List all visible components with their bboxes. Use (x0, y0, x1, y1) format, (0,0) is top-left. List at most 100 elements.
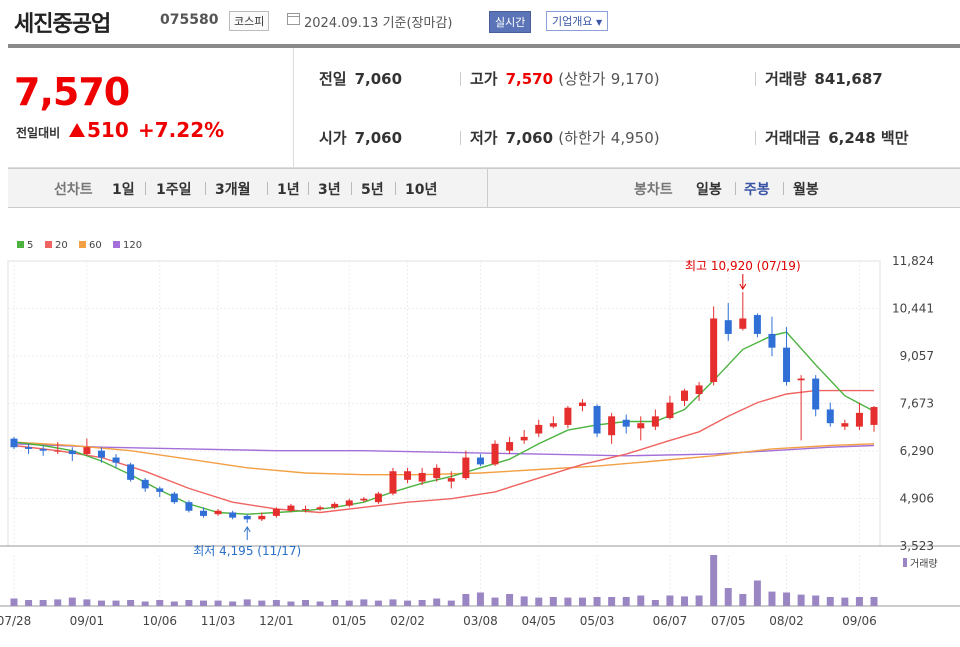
turnover-label: 거래대금 (765, 129, 821, 147)
volume-bar (637, 595, 645, 606)
volume-legend-swatch (903, 558, 907, 567)
tabs-divider (487, 169, 488, 207)
candle-chart-label: 봉차트 (634, 182, 673, 198)
calendar-icon (287, 13, 300, 25)
candle-body (39, 448, 47, 451)
candle-body (608, 416, 616, 436)
volume-bar (127, 600, 135, 606)
volume-bar (855, 597, 863, 606)
volume-bar (97, 600, 105, 606)
period-tab-3m[interactable]: 3개월 (215, 182, 251, 198)
candle-body (68, 450, 76, 455)
volume-bar (156, 600, 164, 606)
candle-tab-daily[interactable]: 일봉 (696, 182, 722, 198)
candle-body (272, 509, 280, 516)
volume-bar (564, 597, 572, 606)
volume-bar (185, 600, 193, 606)
volume-bar (812, 595, 820, 606)
candle-body (710, 318, 718, 382)
volume-bar (331, 600, 339, 606)
volume-bar (476, 592, 484, 606)
volume-bar (608, 597, 616, 606)
volume-bar (229, 601, 237, 606)
candle-body (156, 488, 164, 492)
candle-tab-monthly[interactable]: 월봉 (793, 182, 819, 198)
volume-bar (214, 600, 222, 606)
y-tick-label: 9,057 (900, 349, 934, 363)
volume-bar (243, 599, 251, 606)
candle-body (374, 493, 382, 503)
period-tab-5y[interactable]: 5년 (361, 182, 384, 198)
period-tab-10y[interactable]: 10년 (405, 182, 438, 198)
candle-body (199, 510, 207, 516)
period-tab-3y[interactable]: 3년 (318, 182, 341, 198)
volume-bar (666, 595, 674, 606)
candle-body (345, 500, 353, 506)
candle-body (637, 423, 645, 429)
candle-body (316, 507, 324, 510)
volume-bar (302, 600, 310, 606)
candle-body (826, 409, 834, 424)
volume-legend-label: 거래량 (910, 558, 938, 570)
volume-bar (83, 599, 91, 606)
lower-limit-label: (하한가 (558, 129, 606, 147)
volume-bar (578, 597, 586, 606)
candle-body (404, 471, 412, 480)
turnover: 거래대금 6,248 백만 (765, 127, 909, 148)
volume-bar (10, 598, 18, 606)
candle-body (768, 333, 776, 348)
low-arrow-head (243, 525, 251, 533)
separator (460, 72, 461, 86)
x-tick-label: 12/01 (259, 614, 294, 628)
volume-bar (25, 600, 33, 606)
candle-body (695, 385, 703, 395)
high-annotation: 최고 10,920 (07/19) (685, 259, 801, 273)
separator (783, 182, 784, 195)
prev-close-label: 전일 (319, 70, 347, 88)
line-chart-label: 선차트 (54, 182, 93, 198)
y-tick-label: 11,824 (892, 254, 934, 268)
volume-bar (506, 594, 514, 606)
chart-tabs: 선차트 1일 1주일 3개월 1년 3년 5년 10년 봉차트 일봉 주봉 월봉 (8, 168, 960, 208)
legend-label: 20 (55, 240, 68, 251)
upper-limit-label: (상한가 (558, 70, 606, 88)
volume-bar (695, 595, 703, 606)
lower-limit-value: 4,950) (610, 129, 660, 147)
separator (145, 182, 146, 195)
current-price-box: 7,570 전일대비 510 +7.22% (8, 48, 294, 168)
market-badge: 코스피 (229, 11, 270, 31)
volume-bar (258, 600, 266, 606)
candle-body (783, 347, 791, 382)
candle-body (564, 407, 572, 425)
volume-bars: 거래량 (10, 555, 938, 606)
period-tab-1d[interactable]: 1일 (112, 182, 135, 198)
candle-body (593, 406, 601, 434)
candle-body (666, 402, 674, 419)
y-tick-label: 7,673 (900, 397, 934, 411)
volume-bar (39, 600, 47, 606)
up-triangle-icon (69, 123, 85, 137)
candle-body (841, 423, 849, 427)
stock-header: 세진중공업 075580 코스피 2024.09.13 기준(장마감) 실시간 … (0, 0, 960, 44)
open-price: 시가 7,060 (319, 127, 402, 148)
period-tab-1w[interactable]: 1주일 (156, 182, 192, 198)
company-info-dropdown[interactable]: 기업개요 ▼ (546, 11, 609, 31)
volume-bar (783, 592, 791, 606)
candle-body (462, 457, 470, 479)
realtime-button[interactable]: 실시간 (489, 11, 532, 33)
volume-bar (272, 600, 280, 606)
volume-bar (593, 597, 601, 606)
period-tab-1y[interactable]: 1년 (277, 182, 300, 198)
volume-bar (433, 598, 441, 606)
candle-body (214, 510, 222, 515)
volume-bar (549, 597, 557, 606)
legend-label: 120 (123, 240, 142, 251)
price-change-percent: +7.22% (138, 118, 225, 142)
candle-body (185, 502, 193, 511)
candle-tab-weekly[interactable]: 주봉 (744, 182, 770, 198)
volume-bar (316, 601, 324, 606)
separator (460, 131, 461, 145)
legend-swatch (113, 241, 120, 248)
chevron-down-icon: ▼ (595, 18, 603, 27)
volume-bar (724, 588, 732, 606)
